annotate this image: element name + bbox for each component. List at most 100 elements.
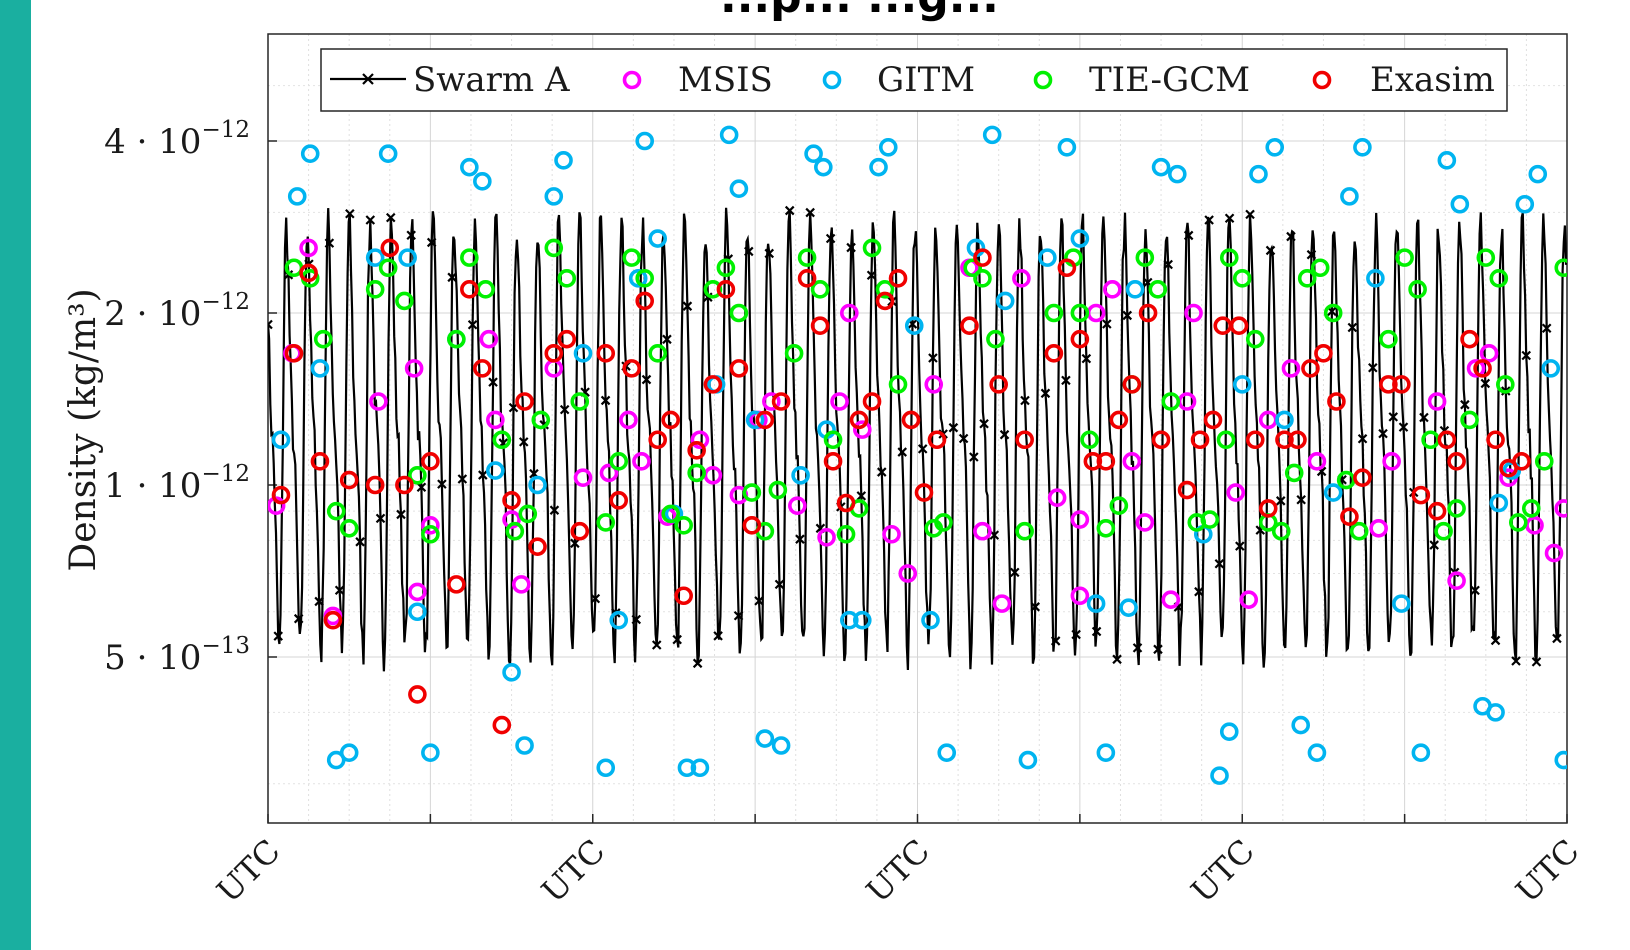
- legend: Swarm A MSIS GITM TIE-GCM Exasim: [320, 48, 1508, 112]
- swarm-a-marker: [518, 437, 529, 447]
- msis-point: [1012, 269, 1031, 288]
- tie-gcm-point: [421, 524, 440, 544]
- swarm-a-marker: [1357, 433, 1368, 444]
- legend-box: [320, 48, 1508, 112]
- tie-gcm-point: [1070, 303, 1090, 323]
- legend-label-exasim: Exasim: [1370, 60, 1495, 100]
- gitm-point: [544, 187, 564, 206]
- gitm-point: [814, 157, 833, 177]
- swarm-a-marker: [334, 585, 345, 596]
- swarm-a-marker: [437, 479, 447, 489]
- tie-gcm-point: [570, 392, 590, 411]
- exasim-point: [849, 410, 869, 430]
- swarm-a-marker: [1009, 567, 1020, 578]
- swarm-a-marker: [1286, 231, 1296, 242]
- tie-gcm-point: [557, 269, 577, 288]
- msis-point: [1382, 452, 1401, 471]
- tie-gcm-point: [648, 344, 668, 363]
- tie-gcm-point: [934, 513, 953, 532]
- msis-point: [1239, 590, 1259, 609]
- gitm-point: [1168, 164, 1187, 184]
- tie-gcm-point: [1096, 518, 1116, 538]
- tie-gcm-point: [1434, 521, 1453, 541]
- msis-point: [1103, 280, 1122, 299]
- gitm-point: [804, 144, 823, 164]
- swarm-a-marker: [1091, 626, 1102, 637]
- exasim-point: [1379, 375, 1398, 394]
- gitm-point: [1057, 137, 1077, 157]
- exasim-point: [528, 537, 547, 556]
- swarm-a-marker: [1214, 559, 1225, 569]
- exasim-point: [687, 441, 706, 460]
- msis-point: [421, 516, 440, 535]
- tie-gcm-point: [742, 483, 762, 502]
- gitm-point: [554, 151, 573, 170]
- swarm-a-marker: [682, 301, 693, 311]
- msis-point: [573, 468, 593, 487]
- swarm-a-marker: [1306, 249, 1317, 260]
- swarm-a-marker: [795, 534, 805, 544]
- swarm-a-marker: [1541, 323, 1552, 334]
- gitm-point: [1038, 248, 1057, 267]
- gitm-point: [271, 430, 291, 450]
- exasim-point: [1096, 452, 1116, 471]
- tie-gcm-point: [1161, 392, 1181, 411]
- swarm-a-marker: [764, 248, 775, 259]
- tie-gcm-point: [1476, 248, 1496, 267]
- swarm-a-marker: [1521, 350, 1532, 361]
- exasim-point: [310, 452, 330, 471]
- msis-point: [898, 564, 918, 583]
- gitm-point: [378, 144, 398, 164]
- swarm-a-marker: [549, 505, 560, 515]
- tie-gcm-point: [687, 463, 706, 483]
- tie-gcm-point: [1534, 452, 1554, 471]
- gitm-point: [609, 610, 629, 630]
- gitm-point: [995, 291, 1015, 311]
- swarm-a-marker: [928, 353, 938, 363]
- exasim-point: [729, 359, 749, 378]
- exasim-point: [1177, 480, 1197, 500]
- tie-gcm-point: [1521, 499, 1541, 518]
- swarm-a-marker: [559, 404, 570, 415]
- exasim-point: [1353, 468, 1372, 487]
- tie-gcm-point: [622, 248, 642, 267]
- swarm-a-marker: [958, 433, 969, 444]
- exasim-point: [973, 248, 992, 267]
- tie-gcm-point: [703, 280, 723, 299]
- gitm-point: [473, 172, 492, 191]
- exasim-point: [1437, 430, 1457, 450]
- gitm-point: [1437, 151, 1457, 170]
- swarm-a-marker: [314, 596, 324, 607]
- swarm-a-marker: [1511, 656, 1521, 666]
- swarm-a-marker: [672, 634, 682, 645]
- exasim-point: [1015, 430, 1034, 450]
- swarm-a-marker: [651, 640, 662, 650]
- tie-gcm-point: [1219, 248, 1239, 267]
- exasim-point: [1258, 499, 1278, 518]
- x-tick-label: UTC: [209, 832, 287, 910]
- gitm-point: [1125, 280, 1145, 299]
- gitm-point: [1291, 715, 1311, 735]
- tie-gcm-point: [810, 280, 830, 299]
- msis-point: [299, 238, 318, 258]
- y-tick-label: 5 · 10−13: [104, 633, 250, 678]
- msis-point: [619, 410, 638, 430]
- swarm-a-marker: [897, 447, 908, 457]
- swarm-a-marker: [1531, 657, 1542, 667]
- tie-gcm-point: [1489, 269, 1509, 288]
- swarm-a-marker: [1061, 375, 1071, 386]
- swarm-a-marker: [1368, 362, 1378, 373]
- exasim-point: [888, 269, 908, 288]
- tie-gcm-point: [476, 280, 495, 299]
- tie-gcm-point: [1554, 258, 1567, 278]
- exasim-point: [380, 238, 400, 258]
- gitm-point: [1366, 269, 1385, 288]
- gitm-point: [1541, 359, 1561, 378]
- exasim-point: [1447, 452, 1466, 471]
- msis-point: [502, 510, 521, 529]
- swarm-a-marker: [426, 237, 437, 248]
- y-axis-label: Density (kg/m³): [63, 288, 104, 571]
- swarm-a-marker: [1020, 395, 1030, 406]
- msis-point: [1161, 590, 1181, 609]
- msis-point: [1070, 510, 1090, 529]
